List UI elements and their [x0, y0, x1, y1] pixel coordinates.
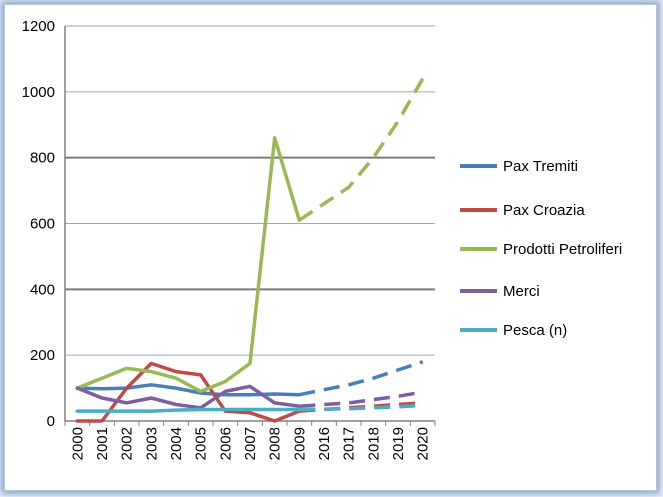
series-line-solid	[75, 136, 302, 394]
x-tick-label: 2005	[193, 427, 210, 460]
legend-label: Pax Croazia	[503, 202, 585, 219]
x-tick-label: 2017	[341, 427, 358, 460]
axes	[64, 26, 436, 426]
y-tick-label: 1000	[22, 84, 55, 101]
series-line-projection	[299, 403, 423, 412]
legend-label: Merci	[503, 283, 540, 300]
x-tick-label: 2004	[168, 427, 185, 460]
x-tick-label: 2009	[291, 427, 308, 460]
series-line-solid	[75, 407, 302, 413]
y-tick-label: 0	[47, 413, 55, 430]
x-tick-label: 2000	[69, 427, 86, 460]
legend-label: Prodotti Petroliferi	[503, 241, 622, 258]
series-line-projection	[298, 360, 424, 397]
legend: Pax Tremiti Pax Croazia Prodotti Petrolife…	[460, 158, 622, 339]
y-tick-labels: 0 200 400 600 800 1000 1200	[22, 18, 55, 430]
x-tick-label: 2018	[365, 427, 382, 460]
series-line-projection	[299, 390, 424, 408]
x-tick-label: 2020	[415, 427, 432, 460]
x-tick-label: 2007	[242, 427, 259, 460]
x-tick-label: 2003	[143, 427, 160, 460]
series-line-projection	[298, 77, 425, 222]
legend-label: Pesca (n)	[503, 322, 567, 339]
series-lines	[75, 77, 425, 423]
x-tick-label: 2006	[217, 427, 234, 460]
x-tick-label: 2019	[390, 427, 407, 460]
y-tick-label: 1200	[22, 18, 55, 35]
y-tick-label: 200	[30, 347, 55, 364]
y-tick-label: 800	[30, 150, 55, 167]
x-tick-label: 2016	[316, 427, 333, 460]
x-tick-label: 2002	[119, 427, 136, 460]
y-tick-label: 400	[30, 281, 55, 298]
series-line-solid	[75, 384, 302, 410]
x-tick-labels: 2000 2001 2002 2003 2004 2005 2006 2007 2008 2009…	[69, 427, 431, 460]
series-line-solid	[75, 361, 302, 423]
gridlines	[65, 25, 435, 356]
x-tick-label: 2001	[94, 427, 111, 460]
legend-label: Pax Tremiti	[503, 158, 578, 175]
y-tick-label: 600	[30, 216, 55, 233]
x-tick-label: 2008	[267, 427, 284, 460]
